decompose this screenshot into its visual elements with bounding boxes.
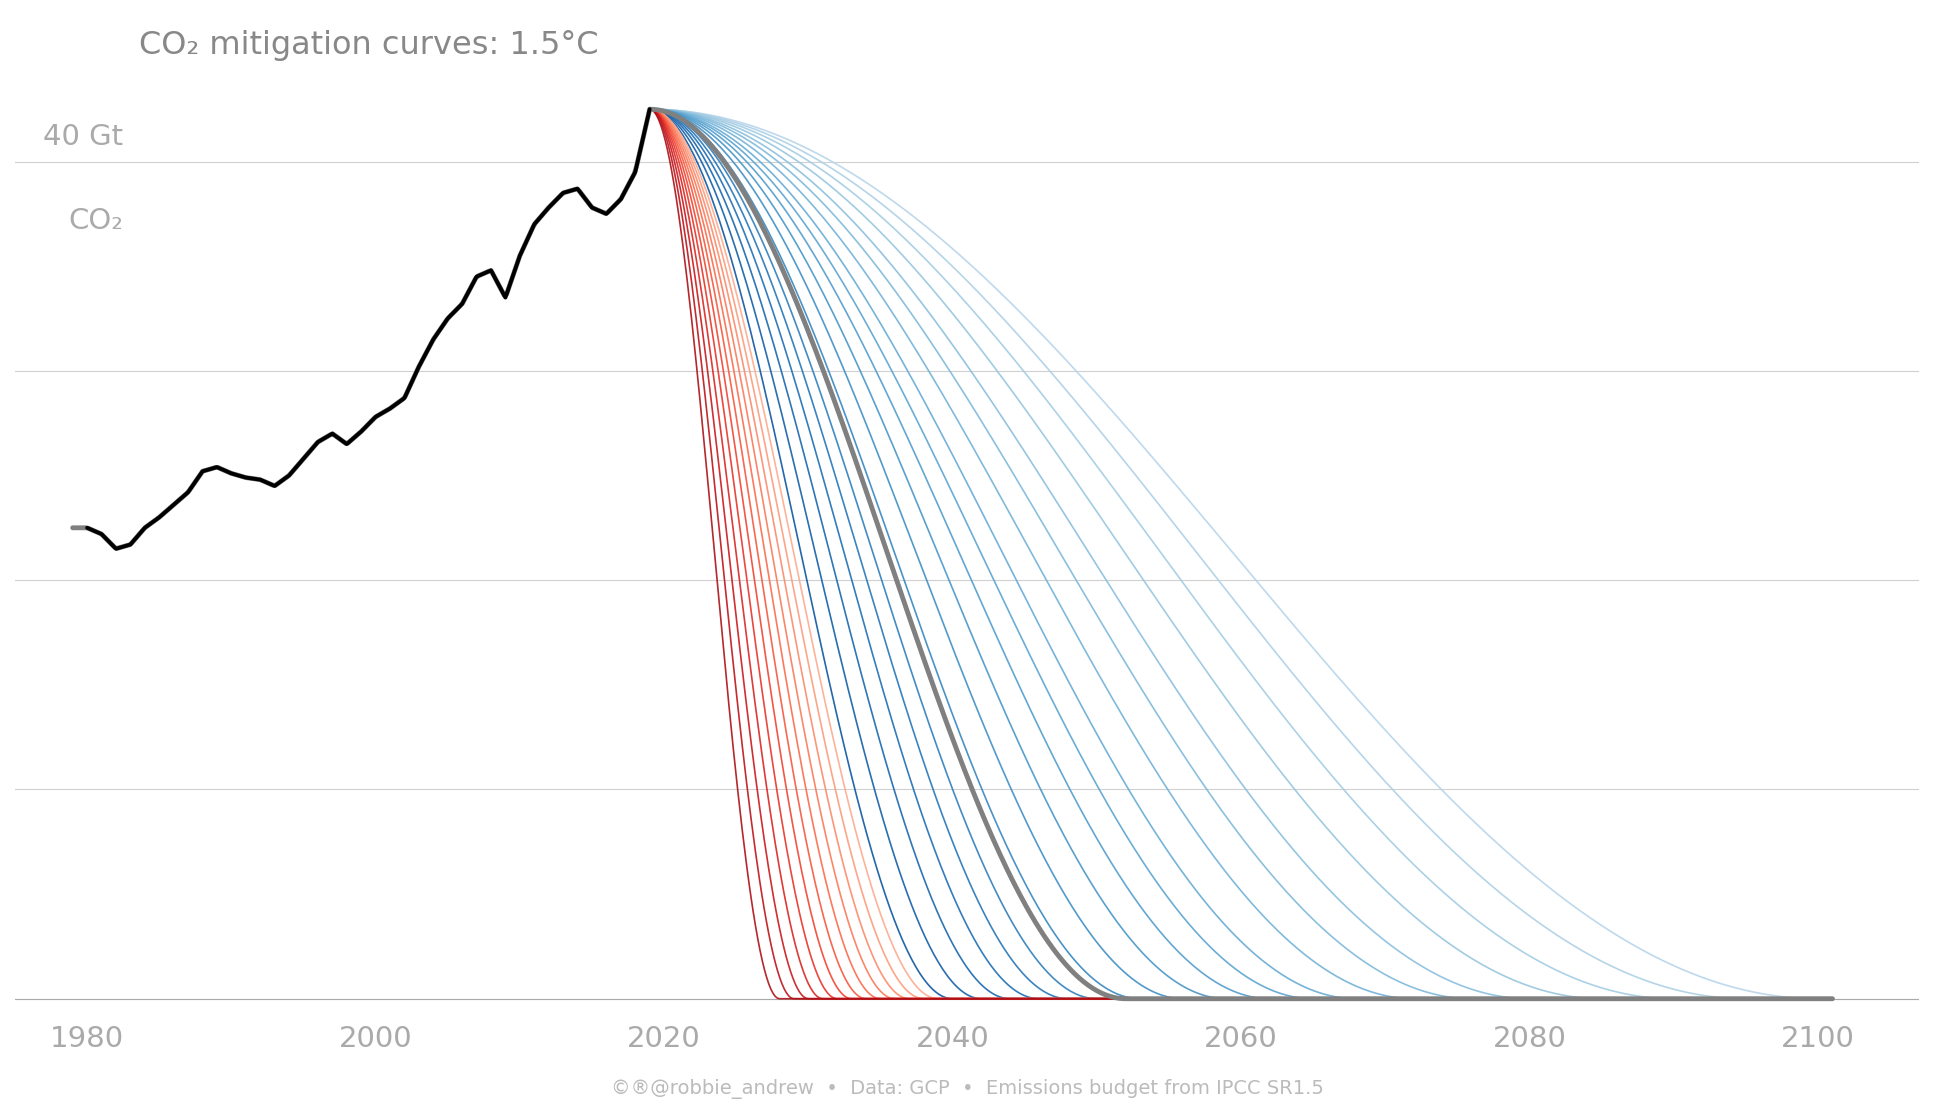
- Text: 40 Gt: 40 Gt: [43, 123, 124, 151]
- Text: CO₂: CO₂: [68, 207, 124, 235]
- Text: CO₂ mitigation curves: 1.5°C: CO₂ mitigation curves: 1.5°C: [139, 30, 598, 61]
- Text: ©®@robbie_andrew  •  Data: GCP  •  Emissions budget from IPCC SR1.5: ©®@robbie_andrew • Data: GCP • Emissions…: [611, 1079, 1323, 1099]
